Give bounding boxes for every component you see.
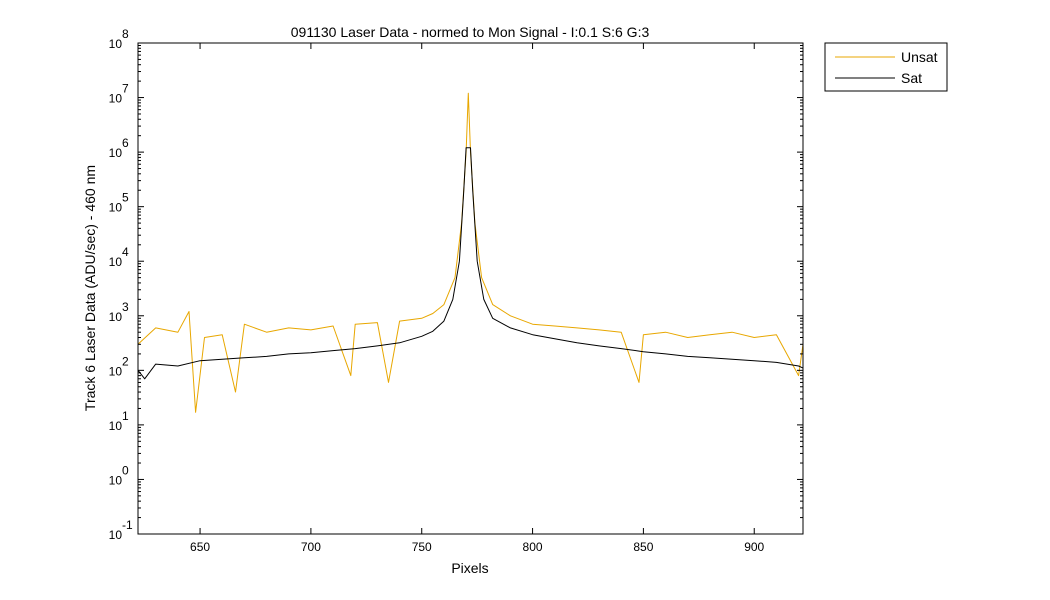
x-tick-label: 900 — [744, 540, 764, 554]
x-tick-label: 850 — [633, 540, 653, 554]
y-tick-exponent: 7 — [122, 82, 129, 96]
y-tick-label: 10 — [109, 255, 123, 269]
y-tick-exponent: -1 — [122, 518, 133, 532]
x-tick-label: 750 — [412, 540, 432, 554]
y-tick-label: 10 — [109, 310, 123, 324]
chart-title: 091130 Laser Data - normed to Mon Signal… — [291, 24, 650, 40]
legend: Unsat Sat — [824, 42, 948, 92]
y-tick-label: 10 — [109, 364, 123, 378]
plot-frame — [137, 42, 804, 535]
y-tick-label: 10 — [109, 419, 123, 433]
x-tick-label: 800 — [523, 540, 543, 554]
y-tick-exponent: 0 — [122, 463, 129, 477]
y-tick-exponent: 3 — [122, 300, 129, 314]
legend-label-unsat: Unsat — [901, 49, 938, 65]
y-tick-exponent: 5 — [122, 191, 129, 205]
y-tick-exponent: 6 — [122, 136, 129, 150]
y-tick-exponent: 4 — [122, 245, 129, 259]
y-tick-label: 10 — [109, 201, 123, 215]
y-tick-label: 10 — [109, 473, 123, 487]
x-axis-label: Pixels — [451, 560, 488, 576]
x-tick-label: 700 — [301, 540, 321, 554]
y-tick-label: 10 — [109, 92, 123, 106]
legend-box — [824, 42, 948, 92]
series-line-sat — [137, 147, 804, 380]
series-layer — [137, 92, 804, 413]
x-axis-ticks: 650 700 750 800 850 900 — [190, 43, 765, 554]
legend-label-sat: Sat — [901, 70, 922, 86]
y-tick-exponent: 8 — [122, 27, 129, 41]
y-tick-exponent: 1 — [122, 409, 129, 423]
y-axis-label: Track 6 Laser Data (ADU/sec) - 460 nm — [82, 165, 98, 411]
plot-area — [138, 43, 803, 534]
x-tick-label: 650 — [190, 540, 210, 554]
y-tick-label: 10 — [109, 528, 123, 542]
y-tick-label: 10 — [109, 37, 123, 51]
y-tick-label: 10 — [109, 146, 123, 160]
y-tick-exponent: 2 — [122, 354, 129, 368]
